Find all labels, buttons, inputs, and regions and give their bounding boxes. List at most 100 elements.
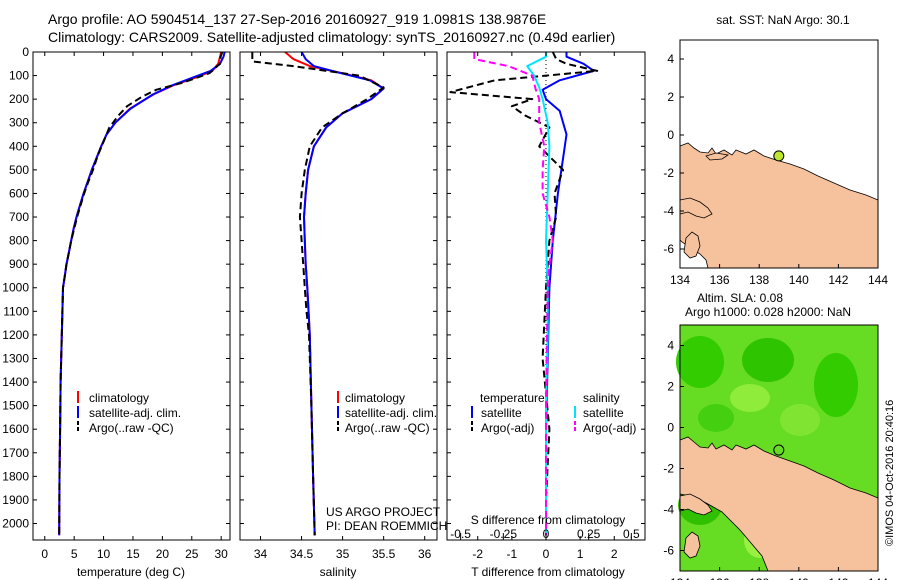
x-tick-label: 0 <box>543 547 550 561</box>
lon-tick-label: 140 <box>789 576 809 580</box>
x-tick-label: 30 <box>214 547 228 561</box>
legend-s-argo: Argo(-adj) <box>583 421 636 435</box>
x-tick-label: 35 <box>336 547 350 561</box>
s-tick-label: -0.5 <box>450 527 471 541</box>
lat-tick-label: 0 <box>667 128 674 142</box>
sla-low-patch <box>780 404 820 436</box>
y-tick-label: 100 <box>9 69 29 83</box>
legend-argo: Argo(..raw -QC) <box>345 421 430 435</box>
series-line-temperature-satellite <box>541 52 595 536</box>
y-tick-label: 1400 <box>2 375 29 389</box>
legend-salinity-title: salinity <box>583 391 620 405</box>
lat-tick-label: -4 <box>663 204 674 218</box>
lon-tick-label: 138 <box>749 273 769 287</box>
header-line-2: Climatology: CARS2009. Satellite-adjuste… <box>48 29 616 45</box>
legend-temperature-title: temperature <box>480 391 545 405</box>
y-tick-label: 1500 <box>2 399 29 413</box>
sla-high-patch <box>676 336 724 388</box>
y-tick-label: 400 <box>9 139 29 153</box>
y-tick-label: 0 <box>22 45 29 59</box>
lon-tick-label: 144 <box>868 273 888 287</box>
series-line-climatology <box>284 51 385 536</box>
s-difference-label: S difference from climatology <box>471 513 626 527</box>
x-tick-label: 2 <box>611 547 618 561</box>
legend-climatology: climatology <box>345 391 405 405</box>
x-tick-label: 5 <box>71 547 78 561</box>
imos-credit: ©IMOS 04-Oct-2016 20:40:16 <box>884 400 896 546</box>
salinity-axis-label: salinity <box>320 565 357 579</box>
difference-legend: temperature satellite Argo(-adj) salinit… <box>471 391 636 435</box>
lon-tick-label: 144 <box>868 576 888 580</box>
series-line-temperature-argo-adj <box>449 51 599 536</box>
y-tick-label: 700 <box>9 210 29 224</box>
y-tick-label: 1200 <box>2 328 29 342</box>
lat-tick-label: 2 <box>667 380 674 394</box>
y-tick-label: 1300 <box>2 351 29 365</box>
lat-tick-label: 4 <box>667 339 674 353</box>
y-tick-label: 300 <box>9 116 29 130</box>
argo-float-marker <box>773 444 785 456</box>
pi-annotation: PI: DEAN ROEMMICH <box>326 519 447 533</box>
x-tick-label: -1 <box>507 547 518 561</box>
legend-satellite: satellite-adj. clim. <box>345 406 437 420</box>
x-tick-label: 20 <box>156 547 170 561</box>
y-tick-label: 500 <box>9 163 29 177</box>
x-tick-label: 0 <box>41 547 48 561</box>
x-tick-label: 36 <box>418 547 432 561</box>
legend-t-argo: Argo(-adj) <box>481 421 534 435</box>
lat-tick-label: 2 <box>667 90 674 104</box>
y-tick-label: 1700 <box>2 446 29 460</box>
yapen-island <box>705 152 730 161</box>
lat-tick-label: -2 <box>663 462 674 476</box>
lat-tick-label: -4 <box>663 503 674 517</box>
t-difference-label: T difference from climatology <box>471 565 625 579</box>
s-tick-label: 0.25 <box>577 527 601 541</box>
legend-t-satellite: satellite <box>481 406 522 420</box>
sst-map: sat. SST: NaN Argo: 30.1 134 136 138 140 142… <box>663 13 888 287</box>
y-tick-label: 1600 <box>2 422 29 436</box>
temperature-legend: climatology satellite-adj. clim. Argo(..… <box>77 391 181 435</box>
sst-map-title: sat. SST: NaN Argo: 30.1 <box>716 13 850 27</box>
legend-climatology: climatology <box>89 391 149 405</box>
temperature-panel: 0 5 10 15 20 25 300100200300400500600700800900… <box>2 45 231 579</box>
lon-tick-label: 134 <box>670 576 690 580</box>
lat-tick-label: -6 <box>663 242 674 256</box>
y-tick-label: 1900 <box>2 493 29 507</box>
lat-tick-label: 0 <box>667 421 674 435</box>
difference-panel: -2 -1 0 1 2 -0.5 -0.25 0 0.25 0.5 S difference fr… <box>446 51 646 579</box>
sla-map: Altim. SLA: 0.08 Argo h1000: 0.028 h2000… <box>663 291 896 580</box>
y-tick-label: 1100 <box>3 304 29 318</box>
series-line-argo-raw-qc <box>251 52 385 536</box>
salinity-panel: 34 34.5 35 35.5 36 salinity climatology sate… <box>239 51 447 579</box>
series-line-salinity-argo-adj <box>473 52 554 536</box>
sla-high-patch <box>742 338 794 382</box>
legend-argo: Argo(..raw -QC) <box>89 421 174 435</box>
s-tick-label: 0.5 <box>623 527 640 541</box>
sla-low-patch <box>730 384 770 412</box>
project-annotation: US ARGO PROJECT <box>326 505 441 519</box>
legend-s-satellite: satellite <box>583 406 624 420</box>
lat-tick-label: -6 <box>663 544 674 558</box>
aru-islands <box>683 531 701 559</box>
series-line-satellite-adj-clim <box>58 51 226 536</box>
series-line-climatology <box>58 51 223 536</box>
s-tick-label: -0.25 <box>490 527 518 541</box>
s-tick-label: 0 <box>543 527 550 541</box>
lon-tick-label: 142 <box>828 576 848 580</box>
y-tick-label: 600 <box>9 186 29 200</box>
lon-tick-label: 142 <box>828 273 848 287</box>
y-tick-label: 1800 <box>2 469 29 483</box>
x-tick-label: 15 <box>126 547 140 561</box>
lon-tick-label: 140 <box>789 273 809 287</box>
x-tick-label: 1 <box>577 547 584 561</box>
x-tick-label: 10 <box>97 547 111 561</box>
y-tick-label: 200 <box>9 92 29 106</box>
lon-tick-label: 138 <box>749 576 769 580</box>
sla-map-title-2: Argo h1000: 0.028 h2000: NaN <box>685 305 851 319</box>
x-tick-label: 34 <box>254 547 268 561</box>
x-tick-label: 35.5 <box>372 547 396 561</box>
sla-map-title-1: Altim. SLA: 0.08 <box>697 291 783 305</box>
bird-head-peninsula <box>679 197 713 219</box>
sla-high-patch <box>814 353 858 417</box>
lat-tick-label: 4 <box>667 52 674 66</box>
